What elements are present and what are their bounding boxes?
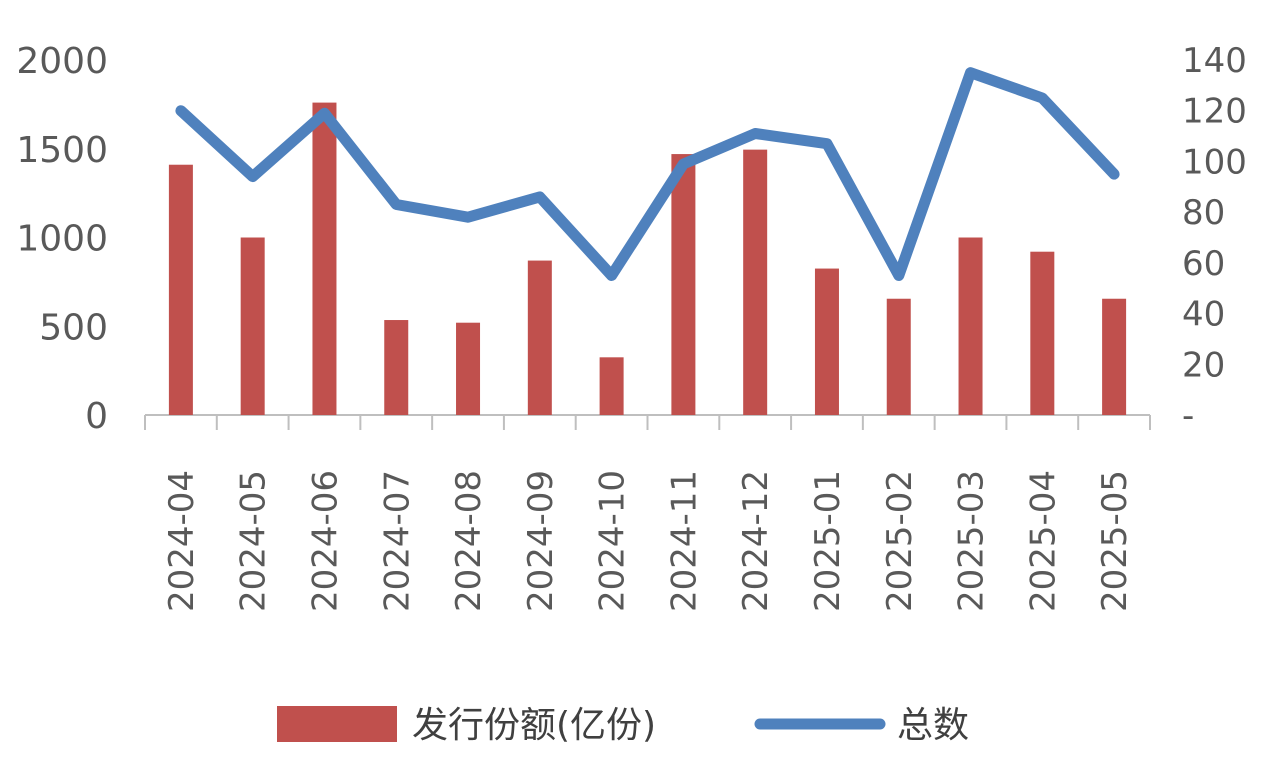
bar-2025-05 xyxy=(1102,298,1127,415)
right-axis-tick-label: 80 xyxy=(1182,193,1225,233)
line-point-2024-06 xyxy=(323,112,325,114)
left-axis-tick-label: 2000 xyxy=(16,41,108,82)
x-axis-tick-label: 2024-06 xyxy=(305,470,345,612)
line-point-2025-04 xyxy=(1041,97,1043,99)
x-axis-tick-label: 2024-09 xyxy=(521,470,561,612)
bar-2024-09 xyxy=(527,260,552,415)
right-axis-tick-label: - xyxy=(1182,396,1194,436)
bar-2024-08 xyxy=(456,322,481,415)
right-axis-tick-label: 100 xyxy=(1182,142,1247,182)
right-axis-tick-label: 40 xyxy=(1182,295,1225,335)
right-axis-tick-label: 140 xyxy=(1182,41,1247,81)
x-axis-tick-label: 2025-04 xyxy=(1023,470,1063,612)
line-point-2025-03 xyxy=(970,72,972,74)
line-point-2024-11 xyxy=(682,163,684,165)
right-axis-tick-label: 60 xyxy=(1182,244,1225,284)
x-axis-tick-label: 2024-05 xyxy=(234,470,274,612)
x-axis-tick-label: 2024-04 xyxy=(162,470,202,612)
line-point-2024-08 xyxy=(467,216,469,218)
x-axis-tick-label: 2024-10 xyxy=(593,470,633,612)
line-point-2024-04 xyxy=(180,110,182,112)
bar-2024-10 xyxy=(599,357,624,415)
line-point-2025-02 xyxy=(898,275,900,277)
line-series-total xyxy=(175,67,1120,281)
legend-swatch-bar xyxy=(277,706,397,742)
bar-2025-01 xyxy=(814,268,839,415)
bar-2024-06 xyxy=(312,102,337,415)
bar-2025-02 xyxy=(886,298,911,415)
bar-2024-07 xyxy=(384,320,409,415)
x-axis-tick-label: 2024-12 xyxy=(736,470,776,612)
x-axis-tick-label: 2025-02 xyxy=(880,470,920,612)
line-point-2025-05 xyxy=(1113,173,1115,175)
line-point-2025-01 xyxy=(826,143,828,145)
left-axis-tick-label: 500 xyxy=(39,307,108,348)
right-axis-tick-label: 20 xyxy=(1182,345,1225,385)
right-axis-tick-label: 120 xyxy=(1182,92,1247,132)
legend-label-line: 总数 xyxy=(897,705,969,746)
left-axis-tick-label: 1000 xyxy=(16,219,108,260)
line-point-2024-09 xyxy=(539,196,541,198)
left-axis-tick-label: 0 xyxy=(85,396,108,437)
x-axis-tick-label: 2025-01 xyxy=(808,470,848,612)
line-point-2024-10 xyxy=(611,275,613,277)
x-axis-tick-label: 2024-11 xyxy=(664,470,704,612)
bar-2025-03 xyxy=(958,237,983,415)
bar-2025-04 xyxy=(1030,251,1055,415)
x-axis-tick-label: 2025-05 xyxy=(1095,470,1135,612)
legend-label-bar: 发行份额(亿份) xyxy=(412,705,656,746)
left-axis-tick-label: 1500 xyxy=(16,130,108,171)
bar-2024-12 xyxy=(743,149,768,415)
line-point-2024-05 xyxy=(252,176,254,178)
bar-2024-04 xyxy=(168,164,193,415)
bar-2024-11 xyxy=(671,154,696,415)
x-axis-tick-label: 2024-08 xyxy=(449,470,489,612)
line-point-2024-12 xyxy=(754,133,756,135)
x-axis-tick-label: 2025-03 xyxy=(952,470,992,612)
x-axis-tick-label: 2024-07 xyxy=(377,470,417,612)
bar-2024-05 xyxy=(240,237,265,415)
line-point-2024-07 xyxy=(395,204,397,206)
